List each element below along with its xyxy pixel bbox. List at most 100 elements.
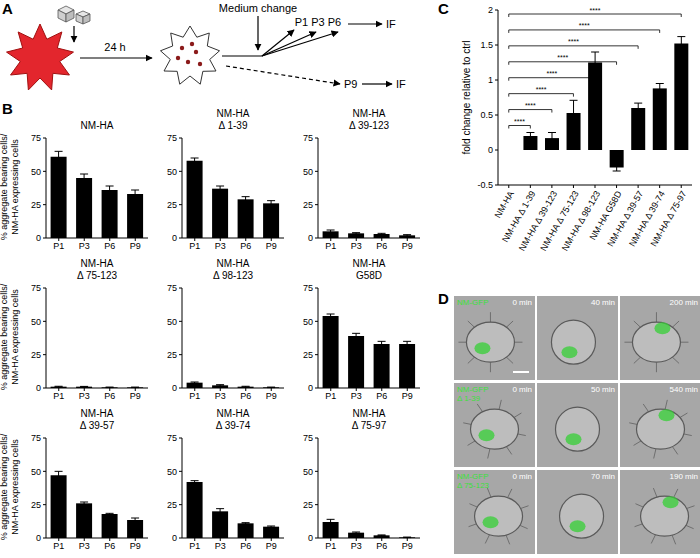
svg-text:P3: P3 (215, 241, 226, 251)
svg-text:IF: IF (386, 18, 396, 30)
svg-text:P3: P3 (79, 541, 90, 551)
svg-text:25: 25 (303, 200, 313, 210)
svg-text:IF: IF (396, 78, 406, 90)
svg-text:2: 2 (488, 5, 493, 15)
svg-text:P9: P9 (402, 241, 413, 251)
svg-text:****: **** (557, 54, 568, 61)
svg-text:50: 50 (167, 317, 177, 327)
svg-text:P1 P3 P6: P1 P3 P6 (295, 16, 341, 28)
svg-text:0.5: 0.5 (480, 110, 493, 120)
svg-text:25: 25 (31, 350, 41, 360)
svg-text:P3: P3 (79, 391, 90, 401)
svg-text:P3: P3 (351, 241, 362, 251)
svg-text:****: **** (514, 118, 525, 125)
svg-text:P6: P6 (376, 391, 387, 401)
svg-text:P1: P1 (325, 391, 336, 401)
svg-text:50: 50 (31, 317, 41, 327)
svg-text:NM-HA Δ 39-57: NM-HA Δ 39-57 (605, 189, 646, 249)
svg-text:NM-HA Δ 39-123: NM-HA Δ 39-123 (516, 189, 560, 253)
svg-text:0: 0 (308, 533, 313, 543)
svg-text:75: 75 (303, 433, 313, 443)
svg-text:NM-HA Δ 98-123: NM-HA Δ 98-123 (559, 189, 603, 253)
svg-text:P9: P9 (402, 391, 413, 401)
svg-text:0: 0 (308, 233, 313, 243)
svg-text:75: 75 (167, 283, 177, 293)
svg-text:0: 0 (36, 233, 41, 243)
svg-text:P6: P6 (376, 541, 387, 551)
svg-text:P1: P1 (53, 241, 64, 251)
svg-text:50: 50 (31, 467, 41, 477)
svg-text:fold change relative to ctrl: fold change relative to ctrl (461, 41, 472, 155)
svg-text:50: 50 (167, 467, 177, 477)
svg-text:50: 50 (167, 167, 177, 177)
svg-text:50: 50 (31, 167, 41, 177)
svg-text:P3: P3 (351, 541, 362, 551)
svg-text:25: 25 (31, 500, 41, 510)
svg-text:P6: P6 (376, 241, 387, 251)
svg-text:P9: P9 (402, 541, 413, 551)
svg-text:P9: P9 (130, 241, 141, 251)
svg-text:75: 75 (167, 433, 177, 443)
svg-text:****: **** (579, 22, 590, 29)
svg-text:75: 75 (31, 433, 41, 443)
svg-text:P6: P6 (240, 541, 251, 551)
svg-text:75: 75 (31, 133, 41, 143)
svg-text:P3: P3 (351, 391, 362, 401)
svg-text:P9: P9 (344, 78, 357, 90)
svg-text:NM-HA: NM-HA (493, 189, 516, 220)
svg-text:0: 0 (172, 233, 177, 243)
svg-text:25: 25 (303, 500, 313, 510)
svg-text:0: 0 (36, 383, 41, 393)
svg-text:75: 75 (303, 133, 313, 143)
svg-text:****: **** (590, 7, 601, 14)
svg-text:0: 0 (172, 533, 177, 543)
svg-text:P1: P1 (325, 241, 336, 251)
svg-text:25: 25 (167, 200, 177, 210)
svg-text:P9: P9 (130, 541, 141, 551)
svg-text:P9: P9 (266, 541, 277, 551)
svg-text:P6: P6 (240, 391, 251, 401)
svg-text:-0.5: -0.5 (477, 180, 493, 190)
svg-text:75: 75 (31, 283, 41, 293)
svg-text:P3: P3 (215, 391, 226, 401)
svg-text:P1: P1 (53, 541, 64, 551)
svg-text:Medium change: Medium change (219, 2, 297, 14)
svg-text:****: **** (546, 70, 557, 77)
svg-text:P6: P6 (104, 541, 115, 551)
svg-text:P1: P1 (325, 541, 336, 551)
svg-text:0: 0 (36, 533, 41, 543)
svg-text:NM-HA Δ 75-97: NM-HA Δ 75-97 (649, 189, 689, 248)
svg-text:75: 75 (167, 133, 177, 143)
svg-text:25: 25 (31, 200, 41, 210)
svg-text:1: 1 (488, 75, 493, 85)
svg-text:P9: P9 (266, 241, 277, 251)
svg-text:50: 50 (303, 317, 313, 327)
svg-text:25: 25 (167, 350, 177, 360)
svg-text:75: 75 (303, 283, 313, 293)
svg-text:25: 25 (303, 350, 313, 360)
svg-text:P6: P6 (104, 391, 115, 401)
svg-text:P3: P3 (79, 241, 90, 251)
svg-text:P6: P6 (104, 241, 115, 251)
svg-text:0: 0 (308, 383, 313, 393)
svg-text:P1: P1 (189, 241, 200, 251)
svg-text:P1: P1 (189, 541, 200, 551)
svg-text:P6: P6 (240, 241, 251, 251)
svg-text:NM-HA Δ 39-74: NM-HA Δ 39-74 (627, 189, 667, 249)
svg-text:24 h: 24 h (104, 41, 125, 53)
svg-text:****: **** (568, 38, 579, 45)
svg-text:P9: P9 (130, 391, 141, 401)
svg-text:P9: P9 (266, 391, 277, 401)
svg-text:P3: P3 (215, 541, 226, 551)
svg-text:25: 25 (167, 500, 177, 510)
svg-text:1.5: 1.5 (480, 40, 493, 50)
svg-text:P1: P1 (189, 391, 200, 401)
svg-text:****: **** (536, 86, 547, 93)
svg-text:****: **** (525, 102, 536, 109)
svg-text:P1: P1 (53, 391, 64, 401)
svg-text:0: 0 (488, 145, 493, 155)
svg-text:50: 50 (303, 167, 313, 177)
svg-text:NM-HA Δ 75-123: NM-HA Δ 75-123 (538, 189, 581, 253)
svg-text:50: 50 (303, 467, 313, 477)
svg-text:0: 0 (172, 383, 177, 393)
